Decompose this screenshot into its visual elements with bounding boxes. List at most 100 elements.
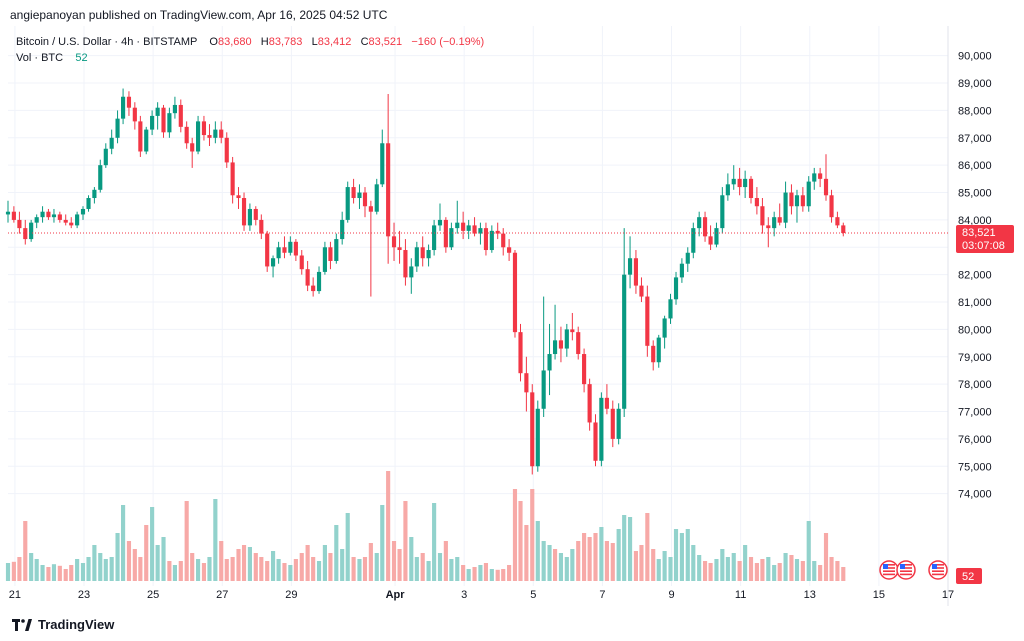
candle-body xyxy=(5,211,11,215)
candle-body xyxy=(691,228,696,253)
footer-brand-label: TradingView xyxy=(38,617,115,632)
volume-bar xyxy=(512,489,518,581)
candle-body xyxy=(115,118,120,138)
y-tick-label: 88,000 xyxy=(958,105,992,117)
volume-bar xyxy=(328,553,333,581)
y-tick-label: 84,000 xyxy=(958,215,992,227)
symbol-label[interactable]: Bitcoin / U.S. Dollar · 4h · BITSTAMP xyxy=(16,36,198,48)
footer-brand[interactable]: TradingView xyxy=(12,617,114,632)
volume-bar xyxy=(340,549,345,581)
volume-bar xyxy=(265,561,270,581)
volume-bar xyxy=(547,545,552,581)
volume-bar xyxy=(351,557,356,581)
candle-body xyxy=(155,107,160,116)
time-axis[interactable]: 21 23 25 27 29 Apr 3 5 7 9 11 13 15 17 xyxy=(9,589,954,601)
x-tick-label: 9 xyxy=(668,589,674,601)
candle-body xyxy=(409,266,414,278)
candle-body xyxy=(282,247,287,253)
volume-bar xyxy=(270,551,276,581)
icon-ring xyxy=(879,560,899,580)
volume-bar xyxy=(432,503,437,581)
y-tick-label: 79,000 xyxy=(958,352,992,364)
icon-stripe xyxy=(932,567,944,569)
volume-bar xyxy=(743,545,748,581)
candle-body xyxy=(328,247,333,261)
candle-body xyxy=(311,285,316,292)
volume-bar xyxy=(639,545,644,581)
volume-bar xyxy=(201,563,207,581)
icon-ring xyxy=(928,560,948,580)
volume-bar xyxy=(737,561,742,581)
volume-bar xyxy=(161,537,166,581)
volume-bar xyxy=(57,565,62,581)
legend-row-volume: Vol · BTC 52 xyxy=(16,50,484,66)
volume-bar xyxy=(380,505,385,581)
candle-body xyxy=(403,250,408,278)
candle-body xyxy=(720,195,725,229)
candle-body xyxy=(374,184,379,212)
volume-bar xyxy=(11,561,16,581)
y-tick-label: 74,000 xyxy=(958,489,992,501)
candle-body xyxy=(334,239,339,261)
us-flag-icon[interactable] xyxy=(896,560,916,580)
volume-bar xyxy=(322,545,327,581)
volume-bar xyxy=(489,569,494,581)
volume-bar xyxy=(282,563,287,581)
candle-body xyxy=(253,208,258,220)
candle-body xyxy=(172,104,177,114)
y-tick-label: 78,000 xyxy=(958,379,992,391)
volume-bar xyxy=(725,557,730,581)
volume-tag xyxy=(956,568,982,584)
x-tick-label: 23 xyxy=(78,589,90,601)
volume-bar xyxy=(691,545,696,581)
candle-body xyxy=(144,129,149,152)
volume-bar xyxy=(483,563,489,581)
candle-body xyxy=(167,113,172,133)
volume-bar xyxy=(276,559,281,581)
us-flag-icon[interactable] xyxy=(928,560,948,580)
volume-bar xyxy=(478,565,483,581)
candle-body xyxy=(472,225,477,234)
x-tick-label: 7 xyxy=(599,589,605,601)
volume-bar xyxy=(63,569,68,581)
candle-body xyxy=(386,143,391,237)
candle-body xyxy=(293,241,298,256)
candle-body xyxy=(754,198,759,207)
volume-bar xyxy=(507,565,512,581)
volume-bar xyxy=(103,559,108,581)
candle-body xyxy=(737,178,742,188)
event-icons[interactable] xyxy=(879,560,948,580)
volume-label[interactable]: Vol · BTC xyxy=(16,52,64,64)
candle-body xyxy=(305,269,310,286)
volume-bar xyxy=(121,505,126,581)
volume-bar xyxy=(357,559,362,581)
candle-body xyxy=(46,211,51,218)
change-value: −160 (−0.19%) xyxy=(411,36,485,48)
candle-body xyxy=(731,178,736,185)
candle-body xyxy=(547,354,552,371)
candle-body xyxy=(207,135,212,138)
candle-body xyxy=(616,408,621,439)
volume-bar xyxy=(299,553,304,581)
volume-bar xyxy=(466,569,471,581)
x-tick-label: 11 xyxy=(735,589,746,601)
candle-body xyxy=(627,258,633,275)
candle-body xyxy=(351,187,356,199)
candle-body xyxy=(552,340,558,355)
volume-bar xyxy=(587,537,592,581)
volume-bar xyxy=(86,557,91,581)
price-axis[interactable]: 90,000 89,000 88,000 87,000 86,000 85,000 84,0… xyxy=(958,51,992,501)
candle-body xyxy=(766,225,771,229)
candle-body xyxy=(98,165,103,190)
volume-bar xyxy=(651,549,656,581)
event-icon[interactable] xyxy=(879,560,899,580)
volume-bar xyxy=(604,541,609,581)
x-tick-label: 17 xyxy=(942,589,954,601)
candle-body xyxy=(80,208,86,215)
candle-body xyxy=(184,126,189,144)
x-tick-label: 25 xyxy=(147,589,159,601)
grid xyxy=(8,26,949,606)
price-chart[interactable]: 90,000 89,000 88,000 87,000 86,000 85,000 84,0… xyxy=(0,26,1024,611)
y-tick-label: 80,000 xyxy=(958,324,992,336)
volume-bar xyxy=(835,561,840,581)
